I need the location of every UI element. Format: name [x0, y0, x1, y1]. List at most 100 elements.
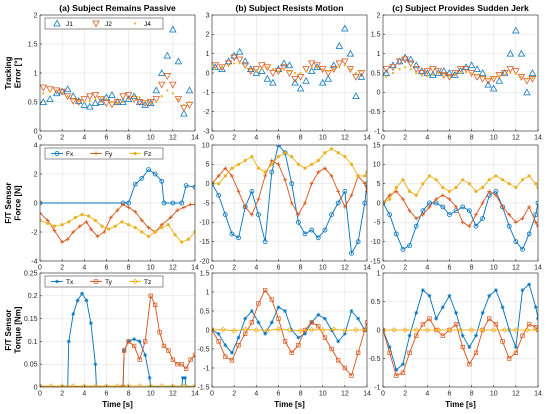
torque-tx-panel-2-point [342, 331, 347, 336]
torque-tx-panel-2-point [223, 343, 228, 348]
torque-tz-panel-1-point [81, 383, 88, 387]
torque-ty-panel-1-point [161, 343, 167, 349]
force-fy-panel-1-point [95, 234, 100, 239]
err-j1-panel-3-point [495, 76, 503, 84]
err-j4-panel-1-point [121, 100, 125, 104]
force-fz-panel-3-point [447, 189, 452, 193]
force-panel-2-x-tick-label: 4 [254, 265, 258, 272]
err-panel-3-x-tick-label: 2 [403, 135, 407, 142]
force-fy-panel-1-point [121, 202, 126, 207]
err-j1-panel-2-point [324, 74, 332, 82]
torque-panel-1-y-tick-label: 0.15 [24, 316, 38, 323]
force-fy-panel-2-point [309, 181, 314, 186]
err-j2-panel-3-point [440, 72, 448, 79]
err-j1-panel-3-point [523, 88, 531, 96]
torque-tz-panel-2-point [264, 327, 271, 334]
force-fz-panel-2-point [276, 155, 281, 159]
err-panel-2-x-tick-label: 6 [276, 135, 280, 142]
err-panel-2-y-tick-label: -1 [203, 90, 209, 97]
torque-panel-1-background [40, 273, 195, 387]
err-panel-2-x-tick-label: 8 [299, 135, 303, 142]
force-fx-panel-2-point [262, 239, 268, 245]
err-panel-1-y-tick-label: 0 [34, 128, 38, 135]
torque-tz-panel-1-point [125, 383, 132, 387]
torque-tz-panel-3-point [512, 327, 519, 333]
err-j2-panel-2-point [352, 74, 360, 81]
force-fy-panel-3-point [427, 204, 432, 209]
force-panel-2-y-tick-label: -20 [199, 258, 209, 265]
force-fy-panel-1-point [84, 219, 89, 224]
force-fx-panel-2-point [236, 235, 241, 241]
err-j1-panel-1-point [141, 101, 149, 108]
torque-tz-panel-3-point [535, 327, 538, 333]
force-fy-panel-3-point [420, 212, 425, 217]
err-panel-1-x-tick-label: 8 [127, 135, 131, 142]
err-panel-2-y-tick-label: -3 [203, 128, 209, 135]
err-panel-3-y-tick-label: 0 [377, 90, 381, 97]
torque-ty-panel-3-point [400, 370, 406, 375]
err-panel-3-y-tick-label: 2 [377, 12, 381, 19]
err-j4-panel-1-point [160, 95, 163, 98]
err-j1-panel-3-point [473, 65, 481, 72]
err-j4-panel-3-point [514, 72, 517, 75]
err-j4-panel-1-point [66, 95, 69, 98]
torque-ty-panel-3-point [407, 350, 412, 355]
torque-ty-panel-3-point [493, 322, 499, 327]
torque-panel-3-x-tick-label: 0 [381, 391, 385, 398]
force-fy-panel-1-point [65, 237, 70, 242]
torque-tz-panel-1-point [103, 383, 110, 387]
err-panel-1-y-tick-label: 1 [34, 70, 38, 77]
force-fy-panel-3-point [500, 204, 505, 209]
torque-tx-panel-2-point [236, 335, 241, 340]
err-j2-panel-3-point [383, 66, 391, 74]
torque-panel-3-x-tick-label: 2 [403, 391, 407, 398]
column-title-3: (c) Subject Provides Sudden Jerk [392, 3, 529, 13]
torque-tx-panel-2-point [229, 350, 234, 355]
torque-panel-1-x-tick-label: 2 [60, 391, 64, 398]
err-j1-panel-3-point [434, 69, 443, 76]
force-fz-panel-3-point [481, 185, 485, 190]
torque-panel-3-x-tick-label: 14 [534, 391, 542, 398]
torque-ty-panel-2-point [269, 297, 274, 302]
torque-ty-panel-2-point [309, 320, 314, 325]
force-fy-panel-2-point [329, 173, 334, 178]
torque-ty-panel-2-point [249, 320, 255, 325]
err-j2-panel-1-point [124, 92, 133, 99]
force-panel-3-x-tick-label: 4 [425, 265, 429, 272]
err-j4-panel-2-point [277, 69, 280, 73]
err-panel-3-y-tick-label: -1 [374, 128, 380, 135]
err-j4-panel-1-point [138, 96, 141, 99]
torque-tx-panel-3-point [427, 293, 432, 298]
torque-ty-panel-3-point [387, 350, 392, 355]
force-fz-panel-2-point [323, 151, 327, 155]
force-fy-panel-1-point [52, 228, 57, 233]
force-fz-panel-1-point [67, 220, 71, 224]
column-title-2: (b) Subject Resists Motion [236, 3, 344, 13]
force-fx-panel-1-line [40, 169, 195, 204]
err-j2-panel-2-point [274, 68, 283, 75]
torque-ty-panel-1-point [152, 302, 158, 308]
force-fz-panel-3-point [534, 182, 538, 186]
force-fx-panel-3-point [447, 212, 452, 218]
force-fy-panel-1-point [181, 205, 186, 210]
force-fx-panel-2-point [249, 188, 255, 194]
err-j4-panel-3-point [404, 66, 407, 69]
torque-tx-panel-3-point [394, 367, 399, 372]
force-fz-panel-3-point [414, 193, 418, 197]
err-j4-panel-3-point [415, 71, 418, 75]
err-j2-panel-1-point [135, 99, 144, 106]
force-legend-marker-fx [54, 151, 60, 156]
torque-tx-panel-2-point [336, 339, 341, 344]
err-j4-panel-1-point [110, 100, 114, 104]
force-fx-panel-2-point [295, 219, 301, 225]
err-j2-panel-2-point [269, 70, 277, 77]
torque-tx-panel-3-point [400, 362, 405, 367]
force-fx-panel-1-point [170, 200, 176, 206]
force-fz-panel-1-point [140, 230, 144, 234]
force-panel-1-x-tick-label: 6 [104, 265, 108, 272]
force-fz-panel-3-point [520, 178, 525, 182]
torque-ty-panel-1-point [137, 357, 142, 362]
x-axis-label-3: Time [s] [445, 400, 476, 409]
err-legend-marker-j2 [92, 20, 100, 28]
